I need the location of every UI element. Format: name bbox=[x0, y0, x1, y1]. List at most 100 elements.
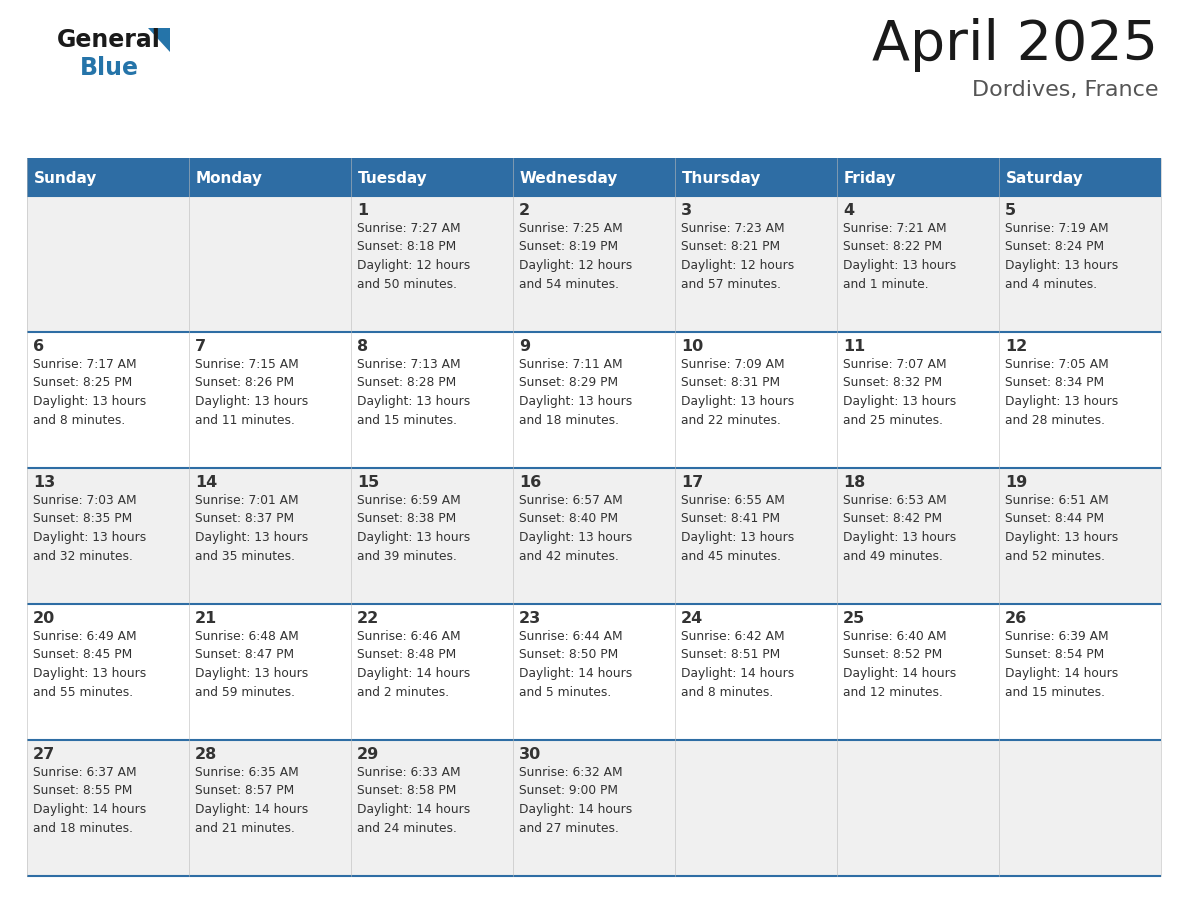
Text: Sunrise: 6:37 AM
Sunset: 8:55 PM
Daylight: 14 hours
and 18 minutes.: Sunrise: 6:37 AM Sunset: 8:55 PM Dayligh… bbox=[33, 766, 146, 834]
Bar bbox=[189, 332, 350, 468]
Text: Sunrise: 6:57 AM
Sunset: 8:40 PM
Daylight: 13 hours
and 42 minutes.: Sunrise: 6:57 AM Sunset: 8:40 PM Dayligh… bbox=[519, 494, 632, 563]
Text: 13: 13 bbox=[33, 475, 56, 490]
Text: Tuesday: Tuesday bbox=[358, 171, 428, 185]
Bar bbox=[675, 740, 838, 876]
Text: Sunrise: 6:48 AM
Sunset: 8:47 PM
Daylight: 13 hours
and 59 minutes.: Sunrise: 6:48 AM Sunset: 8:47 PM Dayligh… bbox=[195, 630, 308, 699]
Text: 6: 6 bbox=[33, 339, 44, 354]
Text: 2: 2 bbox=[519, 203, 530, 218]
Bar bbox=[999, 604, 1161, 740]
Text: 10: 10 bbox=[681, 339, 703, 354]
Text: Sunrise: 7:03 AM
Sunset: 8:35 PM
Daylight: 13 hours
and 32 minutes.: Sunrise: 7:03 AM Sunset: 8:35 PM Dayligh… bbox=[33, 494, 146, 563]
Text: Sunrise: 7:13 AM
Sunset: 8:28 PM
Daylight: 13 hours
and 15 minutes.: Sunrise: 7:13 AM Sunset: 8:28 PM Dayligh… bbox=[358, 358, 470, 427]
Bar bbox=[27, 740, 189, 876]
Text: Monday: Monday bbox=[196, 171, 263, 185]
Text: Sunrise: 6:32 AM
Sunset: 9:00 PM
Daylight: 14 hours
and 27 minutes.: Sunrise: 6:32 AM Sunset: 9:00 PM Dayligh… bbox=[519, 766, 632, 834]
Bar bbox=[350, 158, 513, 196]
Text: Sunrise: 6:33 AM
Sunset: 8:58 PM
Daylight: 14 hours
and 24 minutes.: Sunrise: 6:33 AM Sunset: 8:58 PM Dayligh… bbox=[358, 766, 470, 834]
Bar bbox=[189, 158, 350, 196]
Text: 15: 15 bbox=[358, 475, 379, 490]
Text: 5: 5 bbox=[1005, 203, 1016, 218]
Bar bbox=[27, 158, 189, 196]
Text: 12: 12 bbox=[1005, 339, 1028, 354]
Bar bbox=[513, 196, 675, 332]
Bar bbox=[838, 332, 999, 468]
Text: 8: 8 bbox=[358, 339, 368, 354]
Text: Sunrise: 7:15 AM
Sunset: 8:26 PM
Daylight: 13 hours
and 11 minutes.: Sunrise: 7:15 AM Sunset: 8:26 PM Dayligh… bbox=[195, 358, 308, 427]
Text: Sunrise: 7:11 AM
Sunset: 8:29 PM
Daylight: 13 hours
and 18 minutes.: Sunrise: 7:11 AM Sunset: 8:29 PM Dayligh… bbox=[519, 358, 632, 427]
Text: Wednesday: Wednesday bbox=[520, 171, 619, 185]
Text: 30: 30 bbox=[519, 747, 542, 762]
Text: Sunrise: 6:35 AM
Sunset: 8:57 PM
Daylight: 14 hours
and 21 minutes.: Sunrise: 6:35 AM Sunset: 8:57 PM Dayligh… bbox=[195, 766, 308, 834]
Text: Sunrise: 6:59 AM
Sunset: 8:38 PM
Daylight: 13 hours
and 39 minutes.: Sunrise: 6:59 AM Sunset: 8:38 PM Dayligh… bbox=[358, 494, 470, 563]
Text: April 2025: April 2025 bbox=[872, 18, 1158, 72]
Bar bbox=[189, 468, 350, 604]
Text: 18: 18 bbox=[843, 475, 865, 490]
Text: Sunrise: 6:39 AM
Sunset: 8:54 PM
Daylight: 14 hours
and 15 minutes.: Sunrise: 6:39 AM Sunset: 8:54 PM Dayligh… bbox=[1005, 630, 1118, 699]
Text: 3: 3 bbox=[681, 203, 693, 218]
Text: Sunrise: 7:25 AM
Sunset: 8:19 PM
Daylight: 12 hours
and 54 minutes.: Sunrise: 7:25 AM Sunset: 8:19 PM Dayligh… bbox=[519, 222, 632, 290]
Bar bbox=[350, 740, 513, 876]
Bar bbox=[513, 740, 675, 876]
Bar bbox=[27, 196, 189, 332]
Bar bbox=[999, 332, 1161, 468]
Bar bbox=[513, 332, 675, 468]
Text: Friday: Friday bbox=[843, 171, 897, 185]
Bar bbox=[189, 196, 350, 332]
Text: Sunrise: 6:44 AM
Sunset: 8:50 PM
Daylight: 14 hours
and 5 minutes.: Sunrise: 6:44 AM Sunset: 8:50 PM Dayligh… bbox=[519, 630, 632, 699]
Bar bbox=[350, 332, 513, 468]
Bar bbox=[350, 196, 513, 332]
Bar bbox=[189, 604, 350, 740]
Bar bbox=[999, 740, 1161, 876]
Text: 9: 9 bbox=[519, 339, 530, 354]
Text: Sunrise: 7:09 AM
Sunset: 8:31 PM
Daylight: 13 hours
and 22 minutes.: Sunrise: 7:09 AM Sunset: 8:31 PM Dayligh… bbox=[681, 358, 795, 427]
Text: General: General bbox=[57, 28, 160, 52]
Text: 20: 20 bbox=[33, 611, 56, 626]
Bar bbox=[513, 158, 675, 196]
Text: Sunrise: 6:40 AM
Sunset: 8:52 PM
Daylight: 14 hours
and 12 minutes.: Sunrise: 6:40 AM Sunset: 8:52 PM Dayligh… bbox=[843, 630, 956, 699]
Text: Sunrise: 7:01 AM
Sunset: 8:37 PM
Daylight: 13 hours
and 35 minutes.: Sunrise: 7:01 AM Sunset: 8:37 PM Dayligh… bbox=[195, 494, 308, 563]
Text: 4: 4 bbox=[843, 203, 854, 218]
Text: Sunrise: 6:53 AM
Sunset: 8:42 PM
Daylight: 13 hours
and 49 minutes.: Sunrise: 6:53 AM Sunset: 8:42 PM Dayligh… bbox=[843, 494, 956, 563]
Text: 27: 27 bbox=[33, 747, 56, 762]
Text: Thursday: Thursday bbox=[682, 171, 762, 185]
Text: 24: 24 bbox=[681, 611, 703, 626]
Text: Sunrise: 7:07 AM
Sunset: 8:32 PM
Daylight: 13 hours
and 25 minutes.: Sunrise: 7:07 AM Sunset: 8:32 PM Dayligh… bbox=[843, 358, 956, 427]
Text: Sunrise: 7:05 AM
Sunset: 8:34 PM
Daylight: 13 hours
and 28 minutes.: Sunrise: 7:05 AM Sunset: 8:34 PM Dayligh… bbox=[1005, 358, 1118, 427]
Text: Saturday: Saturday bbox=[1006, 171, 1083, 185]
Text: 17: 17 bbox=[681, 475, 703, 490]
Text: Sunrise: 6:49 AM
Sunset: 8:45 PM
Daylight: 13 hours
and 55 minutes.: Sunrise: 6:49 AM Sunset: 8:45 PM Dayligh… bbox=[33, 630, 146, 699]
Bar bbox=[350, 468, 513, 604]
Bar bbox=[838, 604, 999, 740]
Text: Sunrise: 7:27 AM
Sunset: 8:18 PM
Daylight: 12 hours
and 50 minutes.: Sunrise: 7:27 AM Sunset: 8:18 PM Dayligh… bbox=[358, 222, 470, 290]
Text: Sunrise: 7:21 AM
Sunset: 8:22 PM
Daylight: 13 hours
and 1 minute.: Sunrise: 7:21 AM Sunset: 8:22 PM Dayligh… bbox=[843, 222, 956, 290]
Bar bbox=[999, 196, 1161, 332]
Text: 22: 22 bbox=[358, 611, 379, 626]
Text: Sunrise: 6:55 AM
Sunset: 8:41 PM
Daylight: 13 hours
and 45 minutes.: Sunrise: 6:55 AM Sunset: 8:41 PM Dayligh… bbox=[681, 494, 795, 563]
Bar bbox=[675, 468, 838, 604]
Text: Sunrise: 6:46 AM
Sunset: 8:48 PM
Daylight: 14 hours
and 2 minutes.: Sunrise: 6:46 AM Sunset: 8:48 PM Dayligh… bbox=[358, 630, 470, 699]
Bar bbox=[838, 158, 999, 196]
Bar bbox=[27, 468, 189, 604]
Text: 1: 1 bbox=[358, 203, 368, 218]
Text: 26: 26 bbox=[1005, 611, 1028, 626]
Bar bbox=[27, 604, 189, 740]
Bar bbox=[513, 604, 675, 740]
Text: Blue: Blue bbox=[80, 56, 139, 80]
Bar bbox=[675, 332, 838, 468]
Bar bbox=[675, 196, 838, 332]
Bar bbox=[27, 332, 189, 468]
Bar bbox=[999, 468, 1161, 604]
Bar bbox=[838, 468, 999, 604]
Text: Sunrise: 7:19 AM
Sunset: 8:24 PM
Daylight: 13 hours
and 4 minutes.: Sunrise: 7:19 AM Sunset: 8:24 PM Dayligh… bbox=[1005, 222, 1118, 290]
Text: 28: 28 bbox=[195, 747, 217, 762]
Bar bbox=[350, 604, 513, 740]
Text: Sunrise: 6:51 AM
Sunset: 8:44 PM
Daylight: 13 hours
and 52 minutes.: Sunrise: 6:51 AM Sunset: 8:44 PM Dayligh… bbox=[1005, 494, 1118, 563]
Text: 23: 23 bbox=[519, 611, 542, 626]
Text: Sunrise: 7:17 AM
Sunset: 8:25 PM
Daylight: 13 hours
and 8 minutes.: Sunrise: 7:17 AM Sunset: 8:25 PM Dayligh… bbox=[33, 358, 146, 427]
Text: 14: 14 bbox=[195, 475, 217, 490]
Bar bbox=[838, 196, 999, 332]
Text: 7: 7 bbox=[195, 339, 207, 354]
Bar bbox=[513, 468, 675, 604]
Polygon shape bbox=[148, 28, 170, 52]
Text: 21: 21 bbox=[195, 611, 217, 626]
